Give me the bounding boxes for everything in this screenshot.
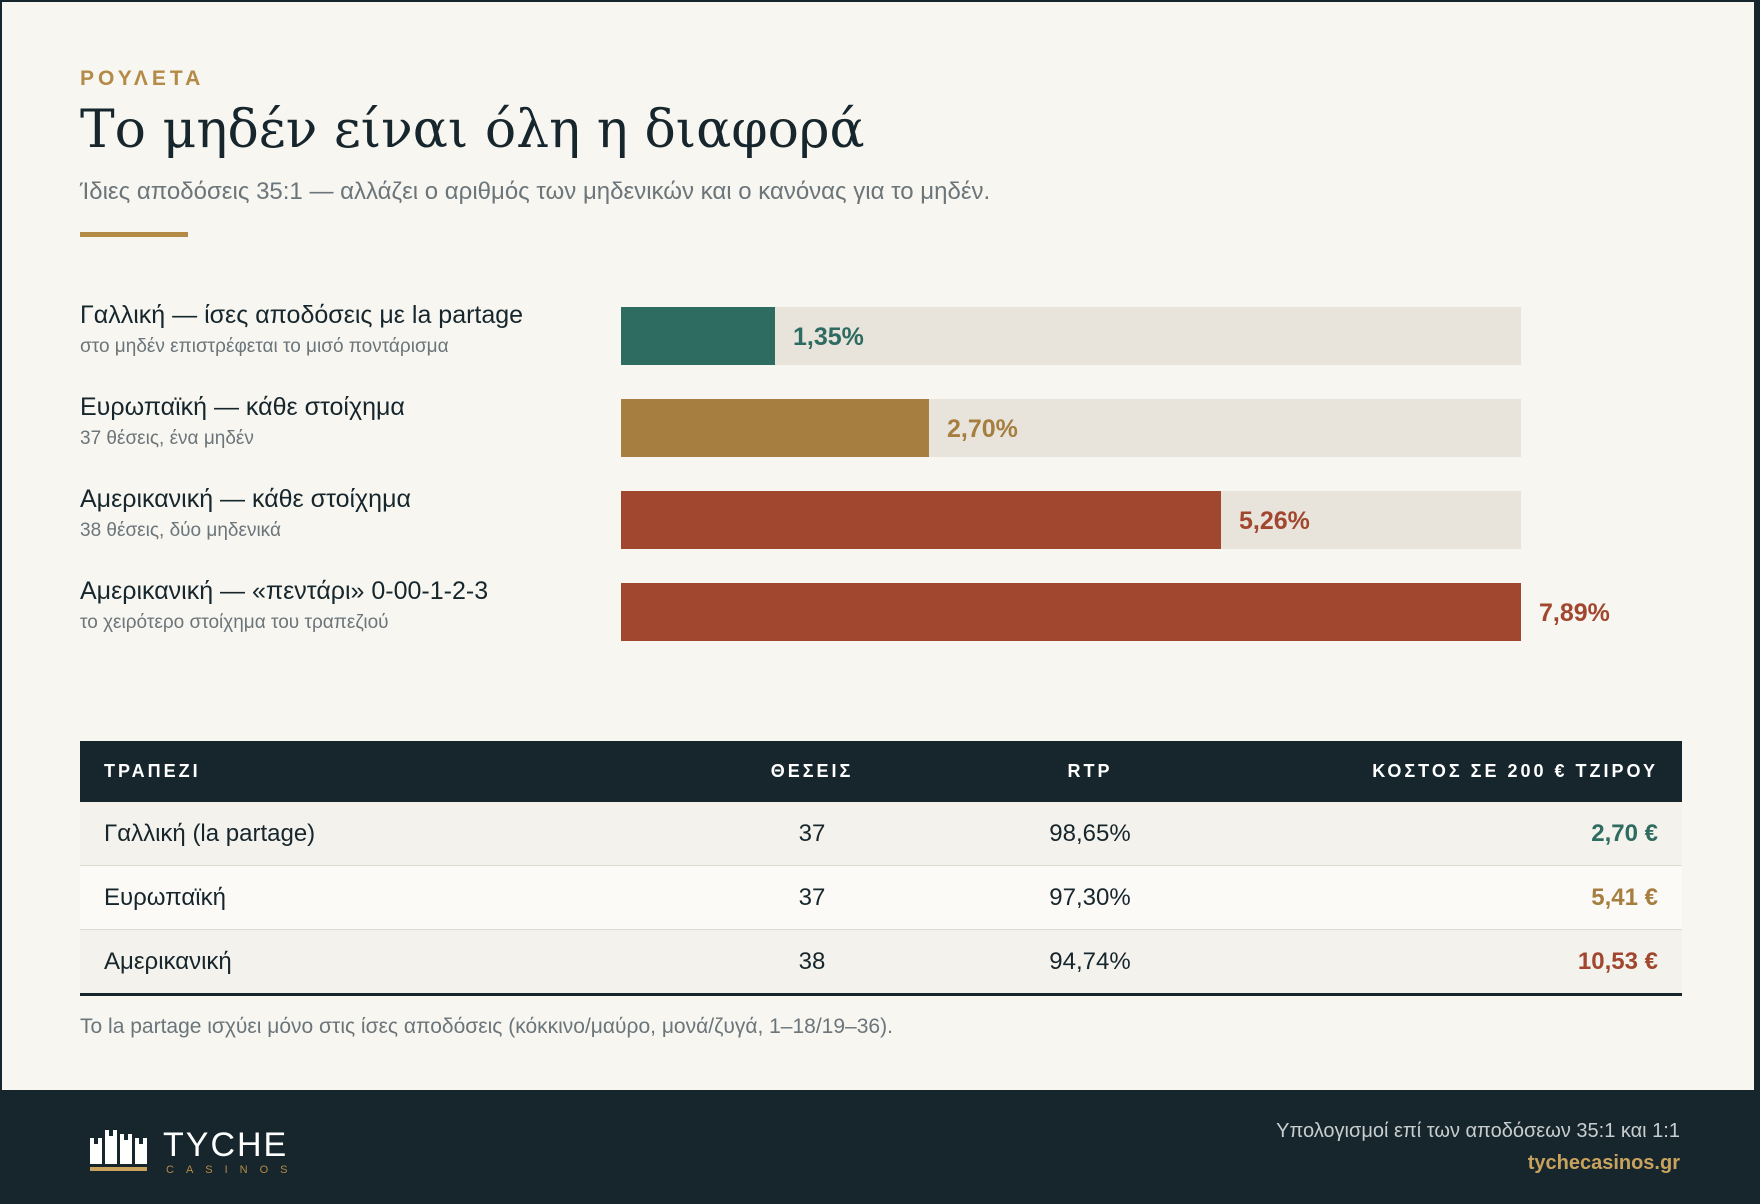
cell-seats: 37 xyxy=(688,865,936,930)
bar-category-sublabel: στο μηδέν επιστρέφεται το μισό ποντάρισμ… xyxy=(80,336,449,357)
house-edge-chart: Γαλλική — ίσες αποδόσεις με la partage στ… xyxy=(80,301,1682,672)
bar xyxy=(621,583,1521,641)
cell-table-name: Αμερικανική xyxy=(80,929,688,996)
footer-bar: TYCHE CASINOS Υπολογισμοί επί των αποδόσ… xyxy=(0,1092,1760,1204)
bar xyxy=(621,307,775,365)
bar-value-label: 2,70% xyxy=(947,415,1018,443)
column-header-cost: ΚΟΣΤΟΣ ΣΕ 200 € ΤΖΙΡΟΥ xyxy=(1244,741,1682,802)
card: ΡΟΥΛΕΤΑ Το μηδέν είναι όλη η διαφορά Ίδι… xyxy=(2,2,1754,1090)
cell-table-name: Γαλλική (la partage) xyxy=(80,802,688,866)
bar xyxy=(621,491,1221,549)
bar-row-label: Αμερικανική — κάθε στοίχημα 38 θέσεις, δύ… xyxy=(80,485,620,542)
cell-seats: 38 xyxy=(688,929,936,996)
bar xyxy=(621,399,929,457)
cell-cost: 10,53 € xyxy=(1244,929,1682,996)
cell-cost: 2,70 € xyxy=(1244,802,1682,866)
table-footnote: Το la partage ισχύει μόνο στις ίσες αποδ… xyxy=(80,1015,893,1038)
bar-category-label: Αμερικανική — «πεντάρι» 0-00-1-2-3 xyxy=(80,577,489,605)
bar-category-label: Αμερικανική — κάθε στοίχημα xyxy=(80,485,411,513)
comparison-table: ΤΡΑΠΕΖΙ ΘΕΣΕΙΣ RTP ΚΟΣΤΟΣ ΣΕ 200 € ΤΖΙΡΟ… xyxy=(80,741,1682,996)
page-title: Το μηδέν είναι όλη η διαφορά xyxy=(80,100,865,160)
bar-category-label: Γαλλική — ίσες αποδόσεις με la partage xyxy=(80,301,524,329)
footer-link[interactable]: tychecasinos.gr xyxy=(1527,1152,1680,1174)
column-header-seats: ΘΕΣΕΙΣ xyxy=(688,741,936,802)
cell-rtp: 98,65% xyxy=(936,802,1244,866)
bar-category-sublabel: το χειρότερο στοίχημα του τραπεζιού xyxy=(80,612,389,633)
brand-name: TYCHE xyxy=(163,1126,289,1164)
castle-icon xyxy=(90,1130,147,1171)
brand-subname: CASINOS xyxy=(166,1164,300,1176)
column-header-rtp: RTP xyxy=(936,741,1244,802)
cell-table-name: Ευρωπαϊκή xyxy=(80,865,688,930)
bar-chart-svg: 1,35% 2,70% 5,26% 7,89% xyxy=(621,307,1610,641)
footer-note: Υπολογισμοί επί των αποδόσεων 35:1 και 1… xyxy=(1276,1120,1680,1142)
cell-seats: 37 xyxy=(688,802,936,866)
bar-row-label: Αμερικανική — «πεντάρι» 0-00-1-2-3 το χει… xyxy=(80,577,620,634)
table-row: Ευρωπαϊκή 37 97,30% 5,41 € xyxy=(80,865,1682,930)
bar-category-sublabel: 38 θέσεις, δύο μηδενικά xyxy=(80,520,281,541)
bar-category-label: Ευρωπαϊκή — κάθε στοίχημα xyxy=(80,393,405,421)
eyebrow-label: ΡΟΥΛΕΤΑ xyxy=(80,67,205,90)
table-row: Γαλλική (la partage) 37 98,65% 2,70 € xyxy=(80,802,1682,866)
bar-value-label: 5,26% xyxy=(1239,507,1310,535)
column-header-table: ΤΡΑΠΕΖΙ xyxy=(80,741,688,802)
accent-rule xyxy=(80,232,188,237)
cell-rtp: 94,74% xyxy=(936,929,1244,996)
page-subtitle: Ίδιες αποδόσεις 35:1 — αλλάζει ο αριθμός… xyxy=(80,178,991,205)
bar-value-label: 7,89% xyxy=(1539,599,1610,627)
bar-category-sublabel: 37 θέσεις, ένα μηδέν xyxy=(80,428,254,449)
bar-value-label: 1,35% xyxy=(793,323,864,351)
table-row: Αμερικανική 38 94,74% 10,53 € xyxy=(80,929,1682,996)
cell-cost: 5,41 € xyxy=(1244,865,1682,930)
cell-rtp: 97,30% xyxy=(936,865,1244,930)
bar-row-label: Γαλλική — ίσες αποδόσεις με la partage στ… xyxy=(80,301,620,358)
bar-row-label: Ευρωπαϊκή — κάθε στοίχημα 37 θέσεις, ένα … xyxy=(80,393,620,450)
table-header-row: ΤΡΑΠΕΖΙ ΘΕΣΕΙΣ RTP ΚΟΣΤΟΣ ΣΕ 200 € ΤΖΙΡΟ… xyxy=(80,741,1682,802)
